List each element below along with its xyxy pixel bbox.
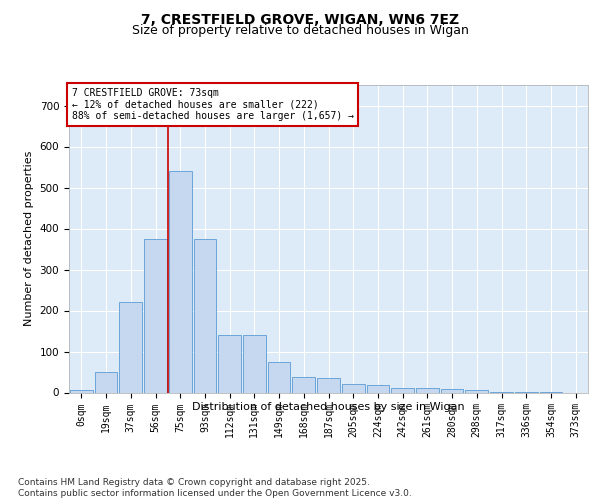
Bar xyxy=(342,384,365,392)
Bar xyxy=(317,378,340,392)
Text: 7 CRESTFIELD GROVE: 73sqm
← 12% of detached houses are smaller (222)
88% of semi: 7 CRESTFIELD GROVE: 73sqm ← 12% of detac… xyxy=(71,88,353,122)
Bar xyxy=(169,171,191,392)
Text: Size of property relative to detached houses in Wigan: Size of property relative to detached ho… xyxy=(131,24,469,37)
Bar xyxy=(144,239,167,392)
Bar xyxy=(119,302,142,392)
Bar xyxy=(70,390,93,392)
Bar xyxy=(367,385,389,392)
Bar xyxy=(218,335,241,392)
Y-axis label: Number of detached properties: Number of detached properties xyxy=(24,151,34,326)
Text: Distribution of detached houses by size in Wigan: Distribution of detached houses by size … xyxy=(193,402,465,412)
Bar xyxy=(441,389,463,392)
Bar xyxy=(95,372,118,392)
Bar xyxy=(416,388,439,392)
Bar xyxy=(466,390,488,392)
Bar xyxy=(194,239,216,392)
Bar xyxy=(243,335,266,392)
Text: Contains HM Land Registry data © Crown copyright and database right 2025.
Contai: Contains HM Land Registry data © Crown c… xyxy=(18,478,412,498)
Text: 7, CRESTFIELD GROVE, WIGAN, WN6 7EZ: 7, CRESTFIELD GROVE, WIGAN, WN6 7EZ xyxy=(141,12,459,26)
Bar xyxy=(268,362,290,392)
Bar xyxy=(292,377,315,392)
Bar xyxy=(391,388,414,392)
